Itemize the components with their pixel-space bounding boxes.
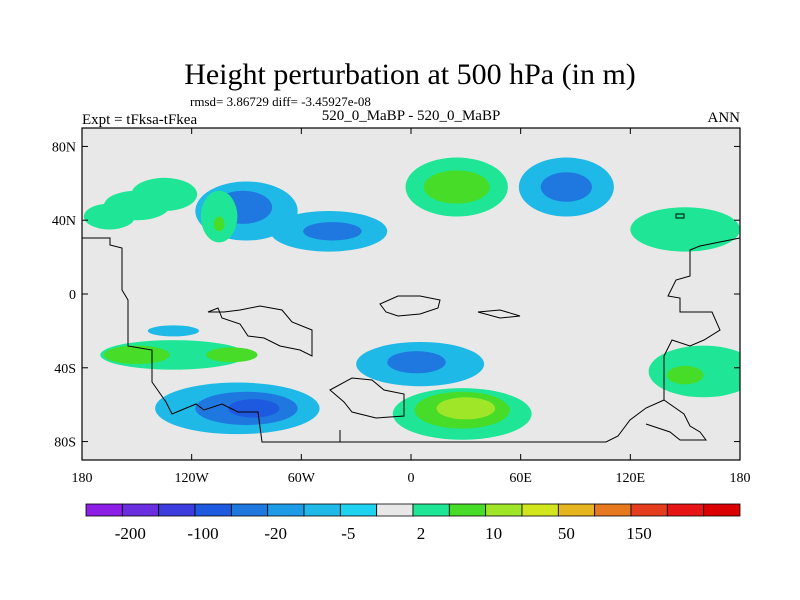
contour-nh-asia-core (540, 172, 592, 202)
contour-sh-pacific-inner (228, 399, 280, 418)
contour-sh-pacific-mid-core (206, 347, 258, 363)
y-tick-label: 40S (54, 362, 76, 377)
colorbar-swatch (448, 503, 487, 517)
x-tick-label: 180 (72, 471, 93, 486)
coastline-africa-north (379, 295, 441, 317)
coastline-central-america (207, 305, 313, 357)
contour-sh-indian-core (387, 351, 446, 374)
coastline-east-land (340, 237, 740, 443)
axes: 180 120W 60W 0 60E 120E 180 80N 40N 0 40S 80S (52, 128, 751, 486)
contour-sh-tropic-neg (147, 325, 199, 337)
x-tick-label: 120E (616, 471, 646, 486)
colorbar: -200 -100 -20 -5 2 10 50 150 (85, 503, 741, 543)
contour-nh-europe-core (423, 170, 490, 204)
colorbar-swatch (594, 503, 632, 517)
colorbar-label: 10 (485, 524, 502, 543)
stats-line: rmsd= 3.86729 diff= -3.45927e-08 (190, 94, 371, 109)
x-tick-label: 60E (509, 471, 532, 486)
colorbar-swatch (412, 503, 450, 517)
contour-nh-east-pos (630, 207, 740, 252)
x-tick-label: 0 (408, 471, 415, 486)
colorbar-label: 50 (558, 524, 575, 543)
colorbar-swatch (158, 503, 196, 517)
coastlines (82, 213, 740, 443)
coastline-americas-west (82, 237, 341, 443)
contour-sh-pacific-west-core (103, 345, 170, 365)
colorbar-swatch (666, 503, 705, 517)
colorbar-label: -200 (115, 524, 146, 543)
colorbar-swatch (376, 503, 414, 517)
colorbar-label: 150 (626, 524, 652, 543)
contour-nh-kamchatka-pos (200, 190, 238, 243)
contour-fields (83, 157, 740, 440)
contour-sh-atlantic-inner (436, 397, 496, 420)
coastline-small-island (675, 213, 685, 219)
case-label: 520_0_MaBP - 520_0_MaBP (322, 108, 501, 124)
colorbar-swatch (630, 503, 668, 517)
colorbar-swatch (194, 503, 232, 517)
colorbar-swatch (121, 503, 160, 517)
y-tick-label: 0 (69, 288, 76, 303)
contour-nh-siberia-pos (83, 203, 136, 230)
coastline-east-south (645, 399, 707, 441)
season-label: ANN (708, 110, 741, 126)
plot-area: 180 120W 60W 0 60E 120E 180 80N 40N 0 40S 80S (52, 127, 751, 486)
contour-nh-kamchatka-core (213, 216, 225, 232)
colorbar-label: -20 (264, 524, 287, 543)
colorbar-swatch (267, 503, 305, 517)
y-tick-label: 80S (54, 436, 76, 451)
contour-nh-atlantic-core (303, 222, 362, 241)
colorbar-swatch (230, 503, 269, 517)
colorbar-swatch (485, 503, 523, 517)
contour-sh-south-america-core (666, 365, 704, 385)
colorbar-swatch (521, 503, 559, 517)
colorbar-label: -100 (187, 524, 218, 543)
x-tick-label: 180 (730, 471, 751, 486)
experiment-label: Expt = tFksa-tFkea (82, 112, 197, 128)
colorbar-swatch (703, 503, 741, 517)
colorbar-label: -5 (341, 524, 355, 543)
coastline-south-atlantic (329, 377, 405, 419)
colorbar-swatch (303, 503, 341, 517)
y-tick-label: 40N (52, 214, 76, 229)
chart-title: Height perturbation at 500 hPa (in m) (184, 58, 636, 91)
colorbar-swatch (557, 503, 596, 517)
colorbar-label: 2 (417, 524, 426, 543)
x-tick-label: 60W (288, 471, 316, 486)
colorbar-swatch (339, 503, 378, 517)
x-tick-label: 120W (175, 471, 210, 486)
colorbar-swatch (85, 503, 123, 517)
plot-frame (81, 127, 741, 461)
y-tick-label: 80N (52, 140, 76, 155)
coastline-island-north (477, 309, 521, 319)
